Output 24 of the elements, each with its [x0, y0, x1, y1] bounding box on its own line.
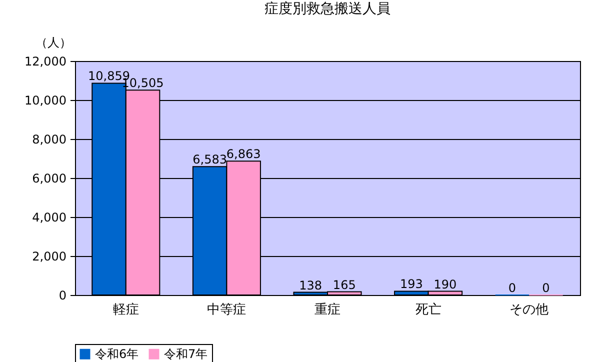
- x-tick-label: 軽症: [112, 302, 139, 318]
- data-label: 0: [542, 281, 550, 295]
- y-tick-label: 8,000: [32, 132, 66, 146]
- data-label: 6,583: [192, 152, 227, 167]
- data-label: 165: [332, 278, 356, 292]
- x-tick-label: 中等症: [207, 302, 246, 318]
- y-tick-label: 6,000: [32, 172, 66, 186]
- data-label: 138: [299, 278, 322, 292]
- data-label: 6,863: [226, 147, 261, 162]
- y-tick-label: 4,000: [32, 210, 66, 224]
- y-tick-label: 0: [58, 288, 66, 302]
- chart-title: 症度別救急搬送人員: [264, 1, 390, 17]
- x-tick-label: 死亡: [415, 302, 442, 318]
- y-tick-label: 2,000: [32, 250, 66, 264]
- y-axis-title: （人）: [36, 36, 72, 50]
- legend-label: 令和6年: [95, 347, 139, 362]
- data-label: 0: [508, 281, 516, 295]
- x-tick-label: その他: [510, 302, 549, 318]
- data-label: 193: [400, 277, 423, 292]
- y-tick-label: 10,000: [24, 94, 66, 108]
- legend-label: 令和7年: [164, 347, 208, 362]
- x-tick-label: 重症: [314, 302, 340, 318]
- y-tick-label: 12,000: [24, 54, 66, 68]
- data-label: 190: [434, 277, 457, 292]
